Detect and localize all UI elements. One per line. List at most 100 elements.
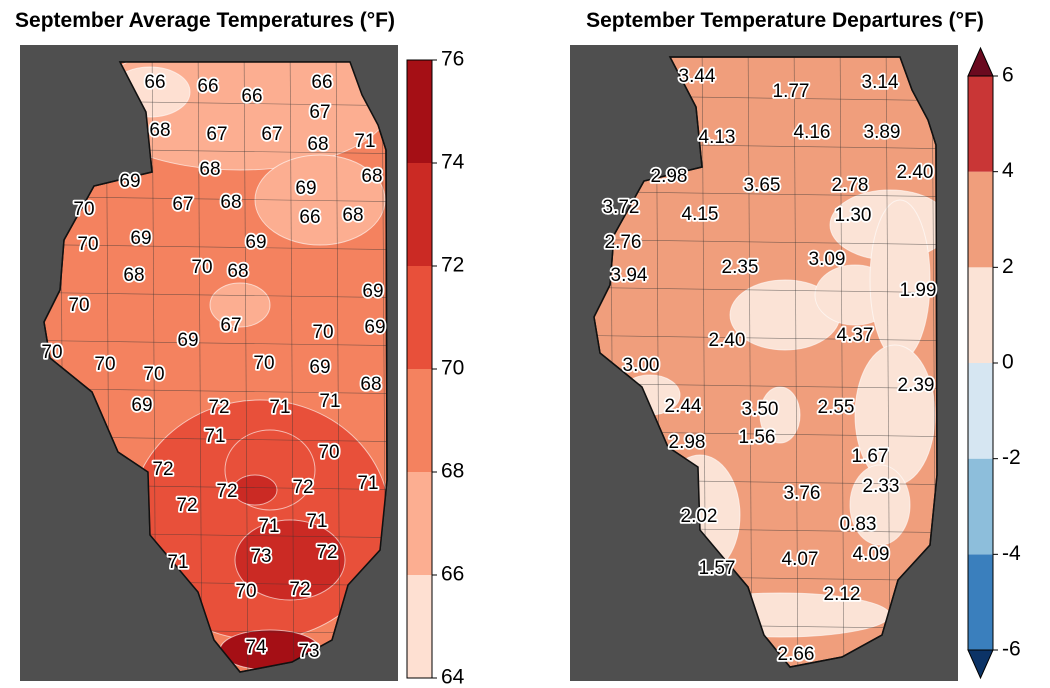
station-label: 69 (177, 330, 198, 351)
station-label: 4.15 (682, 204, 719, 225)
station-label: 71 (204, 426, 225, 447)
station-label: 69 (295, 178, 316, 199)
colorbar-bin (968, 76, 993, 172)
station-label: 68 (123, 265, 144, 286)
colorbar-tick-label: 66 (441, 563, 464, 586)
colorbar-bin (968, 458, 993, 555)
station-label: 70 (68, 295, 89, 316)
station-label: 70 (143, 364, 164, 385)
colorbar-tick-label: 76 (441, 48, 464, 71)
station-label: 3.09 (809, 249, 846, 270)
station-label: 69 (362, 281, 383, 302)
map-title: September Temperature Departures (°F) (586, 9, 984, 32)
station-label: 4.09 (853, 544, 890, 565)
station-label: 1.30 (835, 205, 872, 226)
station-label: 70 (318, 442, 339, 463)
station-label: 66 (241, 86, 262, 107)
colorbar-tick-label: -4 (1002, 542, 1021, 565)
station-label: 71 (357, 473, 378, 494)
contour-regions (594, 57, 937, 667)
station-label: 3.00 (623, 355, 660, 376)
station-label: 2.39 (898, 375, 935, 396)
colorbar-tick-label: 6 (1002, 64, 1014, 87)
colorbar-bin (968, 554, 993, 650)
station-label: 71 (269, 397, 290, 418)
station-label: 1.99 (900, 280, 937, 301)
contour-region (232, 474, 278, 506)
colorbar-tick-label: 74 (441, 151, 465, 174)
station-label: 1.77 (773, 81, 810, 102)
county-line (594, 238, 937, 246)
station-label: 2.40 (897, 162, 934, 183)
county-line (839, 57, 845, 667)
station-label: 2.78 (832, 175, 869, 196)
station-label: 3.14 (862, 72, 899, 93)
colorbar-bin (968, 171, 993, 268)
colorbar-tick-label: -2 (1002, 446, 1021, 469)
colorbar-extend-low (967, 649, 994, 680)
colorbar-tick-label: 64 (441, 666, 465, 688)
colorbar-bin (407, 369, 432, 472)
colorbar-tick-label: 2 (1002, 255, 1014, 278)
station-label: 69 (364, 317, 385, 338)
station-label: 1.67 (852, 446, 889, 467)
station-label: 2.40 (709, 330, 746, 351)
map (43, 61, 388, 673)
station-label: 2.76 (605, 232, 642, 253)
station-label: 71 (319, 391, 340, 412)
station-label: 66 (311, 72, 332, 93)
station-label: 3.72 (603, 197, 640, 218)
colorbar-tick-label: 0 (1002, 351, 1014, 374)
station-label: 70 (73, 199, 94, 220)
station-label: 69 (245, 232, 266, 253)
county-line (44, 291, 387, 299)
station-label: 72 (292, 477, 313, 498)
station-label: 67 (309, 102, 330, 123)
colorbar-extend-high (967, 46, 994, 77)
colorbar-tick-label: 4 (1002, 159, 1014, 182)
station-label: 71 (258, 516, 279, 537)
station-label: 72 (216, 481, 237, 502)
station-label: 4.13 (699, 127, 736, 148)
station-label: 1.56 (739, 427, 776, 448)
station-label: 67 (261, 124, 282, 145)
station-label: 70 (77, 234, 98, 255)
county-line (747, 57, 753, 667)
station-label: 71 (167, 552, 188, 573)
station-label: 3.65 (744, 175, 781, 196)
station-label: 72 (176, 495, 197, 516)
contour-region (209, 282, 271, 328)
station-label: 3.76 (784, 483, 821, 504)
station-label: 69 (119, 171, 140, 192)
station-label: 3.44 (679, 66, 716, 87)
station-label: 3.89 (864, 122, 901, 143)
map (593, 56, 938, 668)
county-line (289, 62, 295, 672)
station-label: 71 (306, 511, 327, 532)
station-label: 73 (250, 546, 271, 567)
state-border (593, 56, 938, 668)
station-label: 69 (130, 228, 151, 249)
station-label: 67 (206, 124, 227, 145)
county-line (594, 334, 937, 342)
station-label: 70 (235, 581, 256, 602)
station-label: 2.55 (818, 397, 855, 418)
contour-regions (44, 62, 387, 672)
station-label: 71 (354, 131, 375, 152)
station-label: 66 (197, 76, 218, 97)
station-label: 3.50 (742, 399, 779, 420)
colorbar-tick-label: 68 (441, 460, 464, 483)
colorbar-bin (407, 575, 432, 678)
county-line (243, 62, 249, 672)
county-line (885, 57, 891, 667)
station-label: 66 (144, 72, 165, 93)
station-label: 3.94 (611, 265, 648, 286)
colorbar-bin (407, 472, 432, 575)
station-label: 1.57 (699, 558, 736, 579)
station-label: 2.66 (778, 644, 815, 665)
county-line (197, 62, 203, 672)
contour-region (849, 464, 911, 546)
station-label: 4.16 (794, 122, 831, 143)
county-line (594, 286, 937, 294)
